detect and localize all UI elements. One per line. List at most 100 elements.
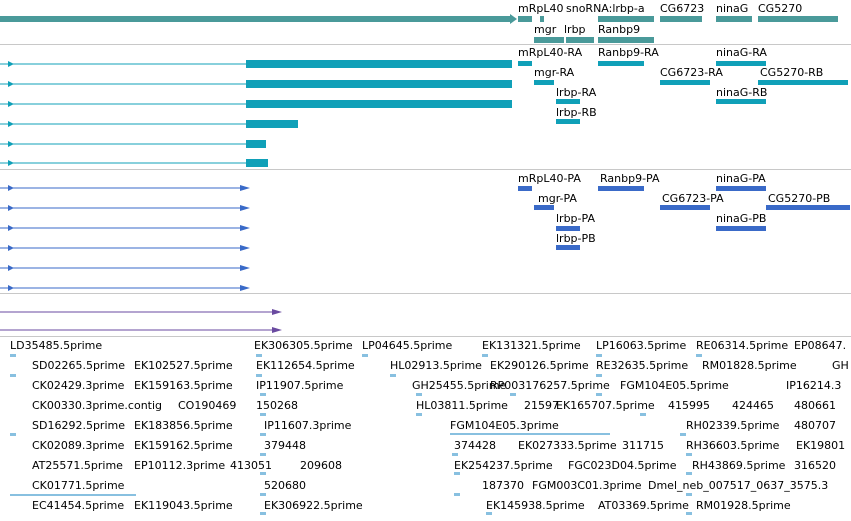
est-feature[interactable] xyxy=(10,354,16,357)
est-feature[interactable] xyxy=(640,413,646,416)
est-label: 480707 xyxy=(794,419,836,432)
est-label: EK159163.5prime xyxy=(134,379,233,392)
est-feature[interactable] xyxy=(260,393,266,396)
est-feature[interactable] xyxy=(686,493,692,496)
gene-lrbp-region[interactable] xyxy=(598,16,654,22)
gene-snorna[interactable] xyxy=(540,16,544,22)
rna-exon[interactable] xyxy=(246,140,266,148)
other-feature-track[interactable] xyxy=(0,309,282,333)
est-label: 424465 xyxy=(732,399,774,412)
est-label: GH xyxy=(832,359,849,372)
gene-lrbp[interactable] xyxy=(566,37,594,43)
gene-mrpl40[interactable] xyxy=(518,16,532,22)
rna-ranbp9-ra[interactable] xyxy=(598,61,644,66)
est-feature[interactable] xyxy=(686,512,692,515)
rna-cg6723-ra[interactable] xyxy=(660,80,710,85)
protein-cg6723-pa[interactable] xyxy=(660,205,710,210)
strand-arrow xyxy=(8,285,14,291)
est-feature[interactable] xyxy=(260,453,266,456)
est-label: EK131321.5prime xyxy=(482,339,581,352)
protein-lrbp-pb[interactable] xyxy=(556,245,580,250)
est-feature[interactable] xyxy=(596,374,602,377)
protein-ranbp9-pa[interactable] xyxy=(598,186,644,191)
gene-track[interactable]: mRpL40 snoRNA:lrbp-a CG6723 ninaG CG5270… xyxy=(0,2,838,43)
est-feature[interactable] xyxy=(696,354,702,357)
protein-ninag-pa[interactable] xyxy=(716,186,766,191)
transcript-protein-track[interactable]: mRpL40-PA Ranbp9-PA ninaG-PA mgr-PA CG67… xyxy=(0,172,850,291)
gene-ninag[interactable] xyxy=(716,16,752,22)
est-label: EK290126.5prime xyxy=(490,359,589,372)
gene-cg6723[interactable] xyxy=(660,16,702,22)
est-label: EK027333.5prime xyxy=(518,439,617,452)
est-label: 311715 xyxy=(622,439,664,452)
rna-exon[interactable] xyxy=(246,159,268,167)
est-label: GH25455.5prime xyxy=(412,379,507,392)
est-label: IP11907.5prime xyxy=(256,379,344,392)
est-feature[interactable] xyxy=(260,512,266,515)
rna-exon[interactable] xyxy=(246,80,512,88)
est-feature[interactable] xyxy=(686,453,692,456)
est-feature[interactable] xyxy=(454,472,460,475)
est-label: HL03811.5prime xyxy=(416,399,508,412)
est-feature[interactable] xyxy=(452,453,458,456)
est-feature[interactable] xyxy=(686,472,692,475)
est-feature[interactable] xyxy=(256,374,262,377)
transcript-rna-track[interactable]: mRpL40-RA Ranbp9-RA ninaG-RA mgr-RA CG67… xyxy=(0,46,848,167)
est-feature[interactable] xyxy=(390,374,396,377)
protein-mgr-pa[interactable] xyxy=(534,205,554,210)
est-label: 316520 xyxy=(794,459,836,472)
est-feature[interactable] xyxy=(510,393,516,396)
est-feature[interactable] xyxy=(450,433,610,435)
protein-lrbp-pa[interactable] xyxy=(556,226,580,231)
est-label: EK112654.5prime xyxy=(256,359,355,372)
est-feature[interactable] xyxy=(260,472,266,475)
est-feature[interactable] xyxy=(260,413,266,416)
est-label: FGM003C01.3prime xyxy=(532,479,642,492)
protein-mrpl40-pa[interactable] xyxy=(518,186,532,191)
est-label: EP08647. xyxy=(794,339,846,352)
strand-arrow xyxy=(8,185,14,191)
strand-arrow xyxy=(240,245,250,251)
est-feature[interactable] xyxy=(416,393,422,396)
protein-cg5270-pb[interactable] xyxy=(766,205,850,210)
est-label: CK02429.3prime xyxy=(32,379,125,392)
est-feature[interactable] xyxy=(10,494,136,496)
protein-label-ninag-pa: ninaG-PA xyxy=(716,172,766,185)
est-feature[interactable] xyxy=(260,433,266,436)
est-feature[interactable] xyxy=(482,354,488,357)
rna-mrpl40-ra[interactable] xyxy=(518,61,532,66)
protein-ninag-pb[interactable] xyxy=(716,226,766,231)
est-feature[interactable] xyxy=(10,433,16,436)
rna-ninag-rb[interactable] xyxy=(716,99,766,104)
gene-ranbp9[interactable] xyxy=(598,37,654,43)
est-feature[interactable] xyxy=(680,433,686,436)
est-feature[interactable] xyxy=(454,493,460,496)
est-label: LD35485.5prime xyxy=(10,339,102,352)
est-feature[interactable] xyxy=(256,354,262,357)
rna-label-lrbp-rb: lrbp-RB xyxy=(556,106,597,119)
est-track[interactable]: LD35485.5prime EK306305.5prime LP04645.5… xyxy=(10,339,849,515)
rna-exon[interactable] xyxy=(246,120,298,128)
rna-cg5270-rb[interactable] xyxy=(758,80,848,85)
est-label: EK145938.5prime xyxy=(486,499,585,512)
rna-exon[interactable] xyxy=(246,100,512,108)
est-feature[interactable] xyxy=(486,512,492,515)
gene-mgr[interactable] xyxy=(534,37,564,43)
est-feature[interactable] xyxy=(596,354,602,357)
est-feature[interactable] xyxy=(362,354,368,357)
rna-exon[interactable] xyxy=(246,60,512,68)
est-feature[interactable] xyxy=(596,393,602,396)
est-feature[interactable] xyxy=(260,493,266,496)
gene-bar[interactable] xyxy=(0,16,510,22)
est-label: IP16214.3 xyxy=(786,379,841,392)
rna-lrbp-rb[interactable] xyxy=(556,119,580,124)
est-label: EK19801 xyxy=(796,439,845,452)
rna-mgr-ra[interactable] xyxy=(534,80,554,85)
est-label: RM01828.5prime xyxy=(702,359,797,372)
gene-cg5270[interactable] xyxy=(758,16,838,22)
rna-lrbp-ra[interactable] xyxy=(556,99,580,104)
est-feature[interactable] xyxy=(10,374,16,377)
rna-ninag-ra[interactable] xyxy=(716,61,766,66)
est-feature[interactable] xyxy=(416,413,422,416)
